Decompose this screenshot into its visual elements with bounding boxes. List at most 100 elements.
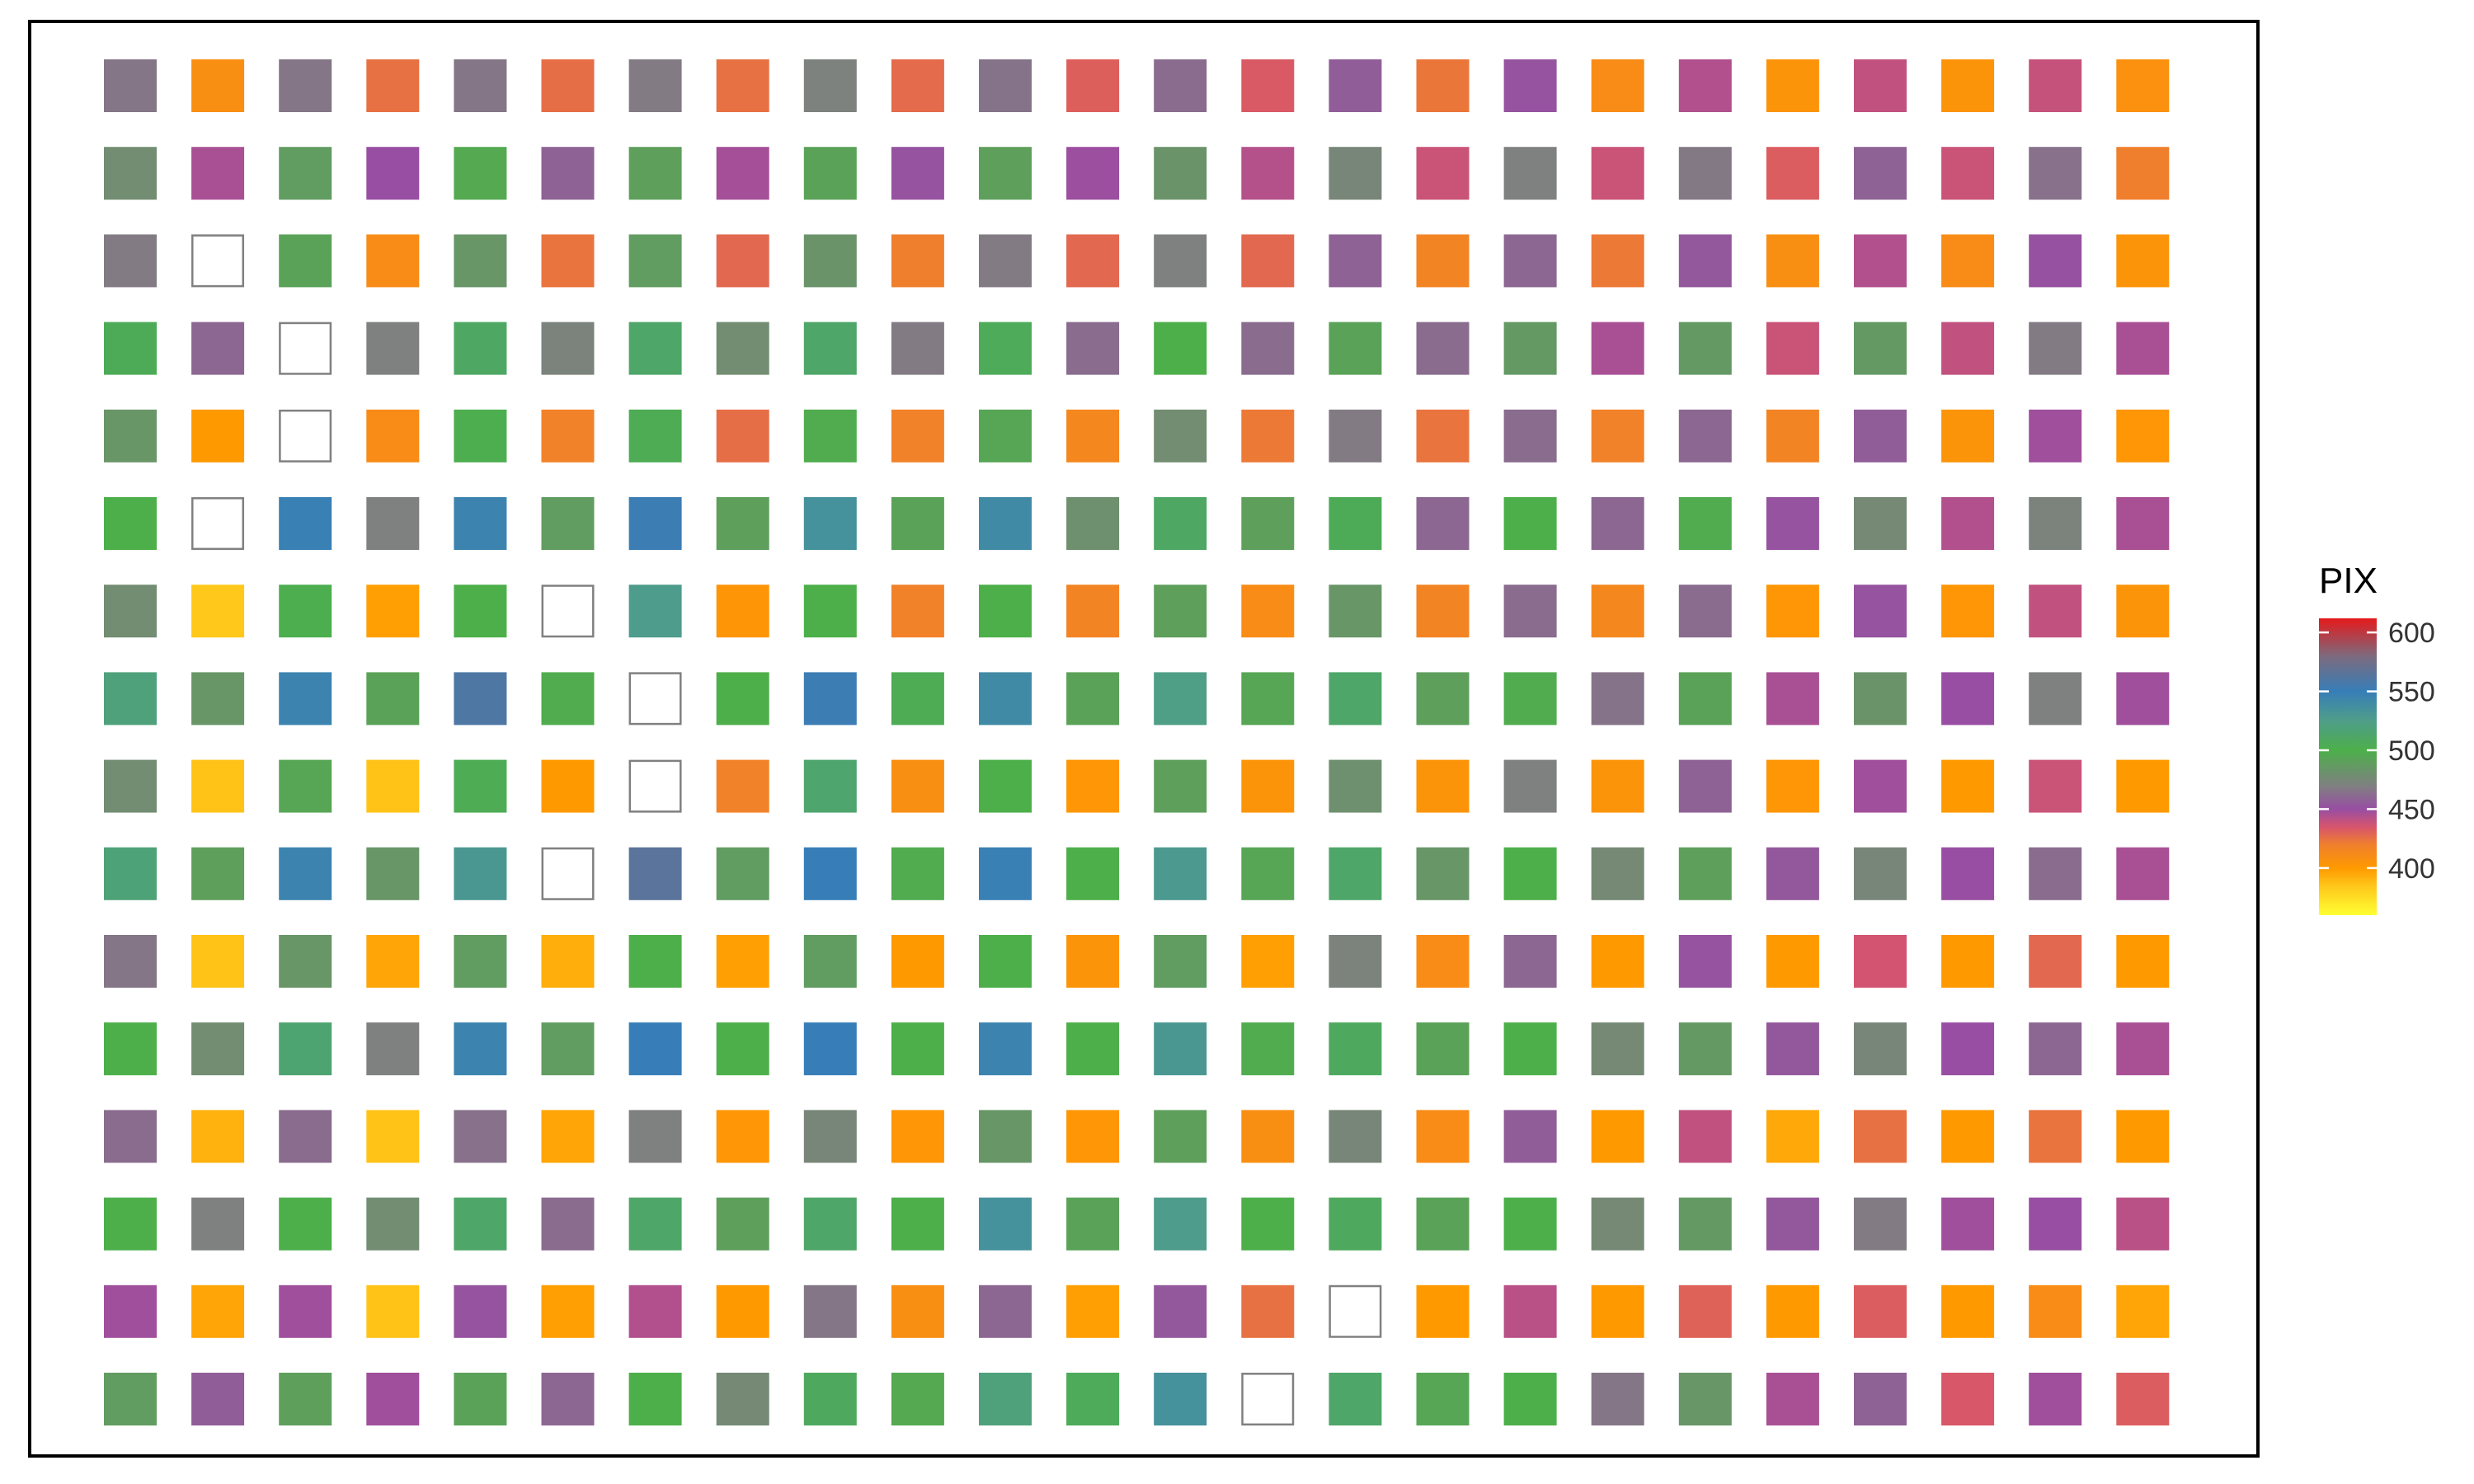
well-r1-c21: [1854, 59, 1907, 112]
well-r2-c19: [1678, 147, 1732, 200]
well-r13-c1: [104, 1110, 157, 1163]
well-r5-c8: [716, 409, 769, 463]
well-r4-c1: [104, 322, 157, 375]
well-r5-c14: [1241, 409, 1295, 463]
well-r3-c16: [1416, 234, 1470, 288]
well-r12-c21: [1854, 1022, 1907, 1076]
well-r4-c19: [1678, 322, 1732, 375]
well-r5-c3: [279, 409, 332, 463]
well-r7-c7: [628, 585, 682, 638]
well-r6-c20: [1766, 497, 1819, 550]
well-r7-c15: [1329, 585, 1382, 638]
well-r3-c17: [1503, 234, 1557, 288]
well-r8-c19: [1678, 672, 1732, 726]
well-r3-c12: [1066, 234, 1120, 288]
well-r13-c21: [1854, 1110, 1907, 1163]
well-r11-c22: [1941, 935, 1995, 988]
well-r15-c19: [1678, 1284, 1732, 1338]
well-r4-c18: [1591, 322, 1644, 375]
well-r1-c1: [104, 59, 157, 112]
well-r6-c3: [279, 497, 332, 550]
well-r16-c22: [1941, 1373, 1995, 1425]
well-r2-c23: [2029, 147, 2082, 200]
well-r9-c2: [191, 759, 245, 813]
well-r4-c20: [1766, 322, 1819, 375]
well-r6-c21: [1854, 497, 1907, 550]
well-r7-c4: [366, 585, 420, 638]
well-r13-c2: [191, 1110, 245, 1163]
well-r6-c24: [2116, 497, 2170, 550]
well-r4-c3: [279, 322, 332, 375]
well-r12-c16: [1416, 1022, 1470, 1076]
well-r1-c18: [1591, 59, 1644, 112]
well-r4-c13: [1154, 322, 1207, 375]
well-r4-c12: [1066, 322, 1120, 375]
well-r5-c5: [454, 409, 507, 463]
well-r8-c15: [1329, 672, 1382, 726]
well-r9-c16: [1416, 759, 1470, 813]
well-r1-c6: [541, 59, 595, 112]
well-r14-c15: [1329, 1197, 1382, 1251]
well-r13-c5: [454, 1110, 507, 1163]
well-r14-c24: [2116, 1197, 2170, 1251]
well-r6-c16: [1416, 497, 1470, 550]
well-r12-c14: [1241, 1022, 1295, 1076]
well-r16-c18: [1591, 1373, 1644, 1425]
well-r3-c11: [979, 234, 1032, 288]
well-r5-c19: [1678, 409, 1732, 463]
well-r6-c1: [104, 497, 157, 550]
well-r1-c16: [1416, 59, 1470, 112]
well-r6-c5: [454, 497, 507, 550]
well-r9-c9: [803, 759, 857, 813]
well-r10-c16: [1416, 847, 1470, 900]
well-r2-c16: [1416, 147, 1470, 200]
well-r2-c10: [891, 147, 944, 200]
well-r7-c18: [1591, 585, 1644, 638]
well-r13-c22: [1941, 1110, 1995, 1163]
well-r12-c19: [1678, 1022, 1732, 1076]
well-r12-c4: [366, 1022, 420, 1076]
well-r8-c4: [366, 672, 420, 726]
well-r7-c10: [891, 585, 944, 638]
well-r13-c14: [1241, 1110, 1295, 1163]
well-r12-c15: [1329, 1022, 1382, 1076]
well-r12-c24: [2116, 1022, 2170, 1076]
well-r2-c22: [1941, 147, 1995, 200]
well-r8-c2: [191, 672, 245, 726]
well-r15-c24: [2116, 1284, 2170, 1338]
well-r6-c14: [1241, 497, 1295, 550]
well-r4-c15: [1329, 322, 1382, 375]
plate-heatmap: [104, 59, 2170, 1426]
well-r14-c23: [2029, 1197, 2082, 1251]
well-r5-c13: [1154, 409, 1207, 463]
well-r13-c16: [1416, 1110, 1470, 1163]
well-r5-c1: [104, 409, 157, 463]
well-r9-c13: [1154, 759, 1207, 813]
well-r2-c2: [191, 147, 245, 200]
well-r2-c6: [541, 147, 595, 200]
well-r6-c17: [1503, 497, 1557, 550]
well-r16-c21: [1854, 1373, 1907, 1425]
well-r14-c22: [1941, 1197, 1995, 1251]
well-r9-c22: [1941, 759, 1995, 813]
well-r7-c24: [2116, 585, 2170, 638]
well-r5-c6: [541, 409, 595, 463]
well-r9-c4: [366, 759, 420, 813]
well-r15-c22: [1941, 1284, 1995, 1338]
well-r9-c14: [1241, 759, 1295, 813]
well-r7-c5: [454, 585, 507, 638]
well-r13-c19: [1678, 1110, 1732, 1163]
well-r8-c24: [2116, 672, 2170, 726]
well-r16-c5: [454, 1373, 507, 1425]
well-r11-c14: [1241, 935, 1295, 988]
legend-title: PIX: [2319, 561, 2378, 601]
well-r1-c19: [1678, 59, 1732, 112]
well-r5-c15: [1329, 409, 1382, 463]
well-r6-c8: [716, 497, 769, 550]
well-r16-c16: [1416, 1373, 1470, 1425]
well-r9-c15: [1329, 759, 1382, 813]
well-r1-c13: [1154, 59, 1207, 112]
well-r5-c12: [1066, 409, 1120, 463]
well-r16-c8: [716, 1373, 769, 1425]
well-r1-c10: [891, 59, 944, 112]
